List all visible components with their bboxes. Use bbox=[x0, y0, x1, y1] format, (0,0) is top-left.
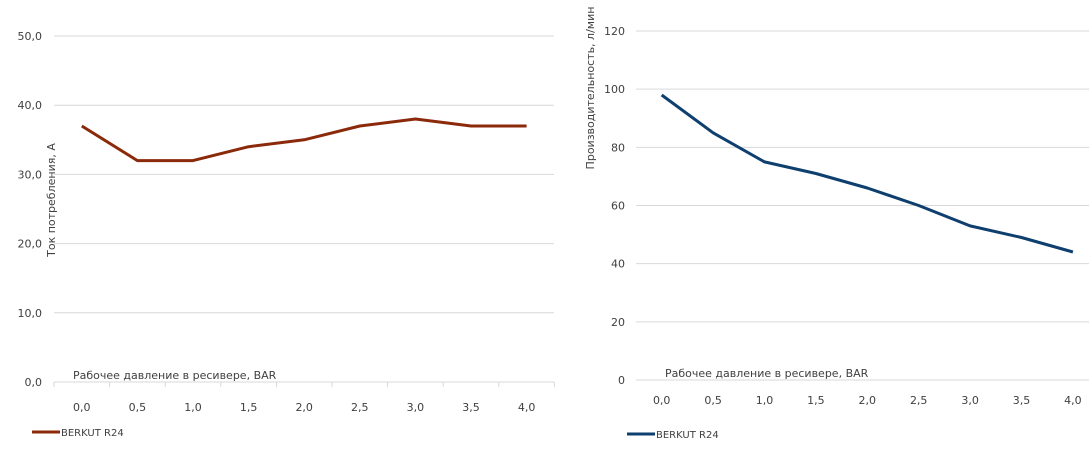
x-tick-label: 4,0 bbox=[518, 401, 536, 414]
y-tick-label: 100 bbox=[604, 83, 625, 96]
x-axis-title: Рабочее давление в ресивере, BAR bbox=[73, 369, 277, 382]
y-tick-label: 40 bbox=[611, 258, 625, 271]
x-tick-label: 2,5 bbox=[351, 401, 369, 414]
x-tick-label: 0,5 bbox=[129, 401, 147, 414]
y-tick-labels: 0,0 10,0 20,0 30,0 40,0 50,0 bbox=[18, 30, 43, 389]
legend-label: BERKUT R24 bbox=[61, 428, 124, 439]
x-tick-labels: 0,0 0,5 1,0 1,5 2,0 2,5 3,0 3,5 4,0 bbox=[653, 394, 1082, 407]
y-tick-label: 0 bbox=[618, 374, 625, 387]
y-tick-label: 60 bbox=[611, 200, 625, 213]
y-tick-label: 40,0 bbox=[18, 99, 43, 112]
legend: BERKUT R24 bbox=[32, 428, 124, 439]
x-tick-label: 0,0 bbox=[73, 401, 91, 414]
x-tick-label: 2,5 bbox=[910, 394, 928, 407]
x-tick-label: 1,5 bbox=[240, 401, 258, 414]
y-tick-label: 20,0 bbox=[18, 238, 43, 251]
x-tick-label: 1,5 bbox=[807, 394, 825, 407]
x-tick-label: 2,0 bbox=[295, 401, 313, 414]
y-tick-label: 50,0 bbox=[18, 30, 43, 43]
x-tick-label: 3,0 bbox=[961, 394, 979, 407]
x-tick-label: 3,5 bbox=[1013, 394, 1031, 407]
x-tick-marks bbox=[53, 382, 555, 387]
chart-capacity: 0 20 40 60 80 100 120 0,0 0,5 1,0 1,5 2,0 2,5 3,0 3,5… bbox=[584, 7, 1089, 441]
series-line-berkut-r24 bbox=[81, 117, 527, 163]
y-tick-label: 0,0 bbox=[25, 376, 43, 389]
legend-label: BERKUT R24 bbox=[656, 430, 719, 441]
y-tick-label: 120 bbox=[604, 25, 625, 38]
x-tick-label: 0,5 bbox=[704, 394, 722, 407]
y-axis-title: Производительность, л/мин bbox=[584, 7, 597, 170]
x-tick-label: 3,5 bbox=[462, 401, 480, 414]
y-axis-title: Ток потребления, А bbox=[45, 143, 58, 258]
y-tick-labels: 0 20 40 60 80 100 120 bbox=[604, 25, 625, 387]
x-tick-label: 1,0 bbox=[756, 394, 774, 407]
series-line-berkut-r24 bbox=[660, 93, 1074, 254]
y-tick-label: 10,0 bbox=[18, 307, 43, 320]
x-tick-labels: 0,0 0,5 1,0 1,5 2,0 2,5 3,0 3,5 4,0 bbox=[73, 401, 535, 414]
grid-lines bbox=[636, 30, 1089, 381]
x-tick-label: 4,0 bbox=[1064, 394, 1082, 407]
chart-current: 0,0 10,0 20,0 30,0 40,0 50,0 0,0 0,5 1,0 1,5 2,0 2… bbox=[18, 30, 555, 439]
y-tick-label: 30,0 bbox=[18, 168, 43, 181]
x-tick-label: 2,0 bbox=[859, 394, 877, 407]
x-tick-label: 3,0 bbox=[407, 401, 425, 414]
x-axis-title: Рабочее давление в ресивере, BAR bbox=[665, 367, 869, 380]
grid-lines bbox=[54, 35, 554, 383]
legend: BERKUT R24 bbox=[627, 430, 719, 441]
x-tick-label: 0,0 bbox=[653, 394, 671, 407]
y-tick-label: 80 bbox=[611, 141, 625, 154]
y-tick-label: 20 bbox=[611, 316, 625, 329]
x-tick-label: 1,0 bbox=[184, 401, 202, 414]
